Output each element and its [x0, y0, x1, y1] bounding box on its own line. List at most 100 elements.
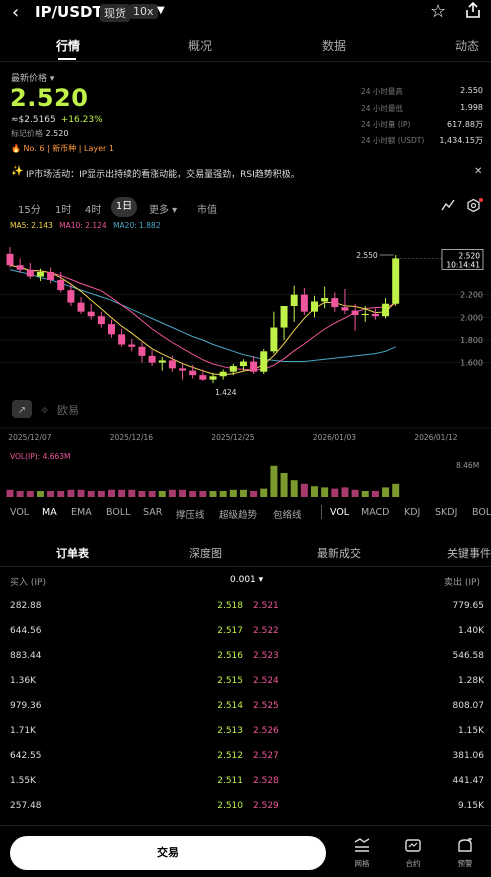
- ind-supertrend[interactable]: 超级趋势: [219, 510, 258, 521]
- ind-boll-sub[interactable]: BOLL: [472, 507, 491, 518]
- ind-vol[interactable]: VOL: [10, 507, 30, 518]
- ask-quantity: 808.07: [452, 701, 485, 711]
- ind-skdj[interactable]: SKDJ: [435, 507, 458, 518]
- usd-price: ≈$2.5165: [11, 115, 56, 125]
- book-row[interactable]: 644.56 2.517 2.522 1.40K: [0, 626, 491, 651]
- divider: [321, 505, 322, 519]
- book-row[interactable]: 883.44 2.516 2.523 546.58: [0, 651, 491, 676]
- back-icon[interactable]: ‹: [12, 2, 20, 23]
- nav-alert[interactable]: 预警: [449, 837, 481, 869]
- bid-price: 2.510: [217, 801, 243, 811]
- tf-more[interactable]: 更多 ▾: [149, 205, 178, 216]
- notification-dot: [479, 198, 483, 202]
- ind-macd[interactable]: MACD: [361, 507, 390, 518]
- ask-quantity: 381.06: [452, 751, 485, 761]
- ind-vol-sub[interactable]: VOL: [330, 507, 350, 518]
- pair-title[interactable]: IP/USDT: [35, 3, 103, 21]
- activity-text[interactable]: IP市场活动：IP显示出持续的看涨动能，交易量强劲，RSI趋势积极。: [26, 170, 300, 180]
- tf-4h[interactable]: 4时: [85, 205, 102, 216]
- x-tick-label: 2025/12/16: [110, 433, 153, 442]
- ma5-value: MA5: 2.143: [10, 221, 53, 230]
- tab-events[interactable]: 关键事件: [447, 547, 491, 560]
- volume-bar: [361, 491, 369, 497]
- nav-contract[interactable]: 合约: [397, 838, 429, 869]
- market-badge: 现货: [100, 4, 130, 22]
- candle: [331, 292, 339, 312]
- divider: [0, 61, 491, 62]
- stat-low-label: 24 小时最低: [361, 104, 403, 113]
- ask-price: 2.522: [253, 626, 279, 636]
- book-row[interactable]: 1.71K 2.513 2.526 1.15K: [0, 726, 491, 751]
- book-row[interactable]: 642.55 2.512 2.527 381.06: [0, 751, 491, 776]
- tab-overview[interactable]: 概况: [188, 39, 213, 53]
- candle-body: [392, 258, 400, 304]
- tab-market[interactable]: 行情: [56, 39, 81, 53]
- svg-text:欧易: 欧易: [57, 404, 79, 417]
- share-icon[interactable]: [464, 1, 482, 23]
- last-price-label: 2.520: [459, 251, 481, 260]
- tab-trades[interactable]: 最新成交: [317, 547, 361, 560]
- candle: [168, 355, 176, 372]
- book-row[interactable]: 282.88 2.518 2.521 779.65: [0, 601, 491, 626]
- book-row[interactable]: 1.36K 2.515 2.524 1.28K: [0, 676, 491, 701]
- chart-style-icon[interactable]: [441, 199, 455, 214]
- ind-ma[interactable]: MA: [42, 507, 57, 518]
- ind-sar[interactable]: SAR: [143, 507, 163, 518]
- tab-order-book[interactable]: 订单表: [56, 547, 89, 560]
- tab-depth[interactable]: 深度图: [189, 547, 222, 560]
- last-price-label[interactable]: 最新价格 ▾: [11, 74, 55, 84]
- volume-chart: [6, 465, 400, 497]
- ind-ema[interactable]: EMA: [71, 507, 92, 518]
- candle-body: [382, 303, 390, 317]
- candle: [57, 272, 65, 293]
- caret-down-icon[interactable]: ▼: [157, 5, 165, 16]
- volume-bar: [118, 489, 126, 497]
- mark-price: 2.520: [45, 129, 69, 138]
- tab-news[interactable]: 动态: [455, 39, 480, 53]
- candle: [290, 285, 298, 322]
- ind-sr-line[interactable]: 撑压线: [176, 510, 205, 521]
- precision-select[interactable]: 0.001 ▾: [230, 575, 264, 585]
- ind-boll[interactable]: BOLL: [106, 507, 131, 518]
- low-annotation: 1.424: [215, 388, 237, 397]
- tf-1h[interactable]: 1时: [55, 205, 72, 216]
- volume-bar: [290, 480, 298, 497]
- candle-body: [158, 360, 166, 363]
- volume-bar: [77, 489, 85, 497]
- tag-rank[interactable]: No. 6: [23, 144, 45, 153]
- candle: [6, 247, 14, 268]
- volume-bar: [300, 483, 308, 497]
- ask-price: 2.523: [253, 651, 279, 661]
- tf-market-cap[interactable]: 市值: [197, 205, 217, 216]
- volume-bar: [280, 473, 288, 497]
- close-icon[interactable]: ✕: [474, 166, 483, 177]
- bottom-bar: [0, 825, 491, 877]
- candle-body: [341, 307, 349, 311]
- candle-body: [108, 324, 115, 335]
- x-tick-label: 2026/01/12: [414, 433, 457, 442]
- candle-body: [168, 360, 176, 369]
- tab-data[interactable]: 数据: [322, 39, 347, 53]
- candles: [6, 247, 400, 384]
- bid-quantity: 1.55K: [10, 776, 36, 786]
- favorite-star-icon[interactable]: ☆: [430, 1, 447, 22]
- nav-grid[interactable]: 网格: [346, 838, 378, 869]
- ind-kdj[interactable]: KDJ: [404, 507, 421, 518]
- candle-body: [239, 361, 247, 367]
- ind-envelope[interactable]: 包络线: [273, 510, 302, 521]
- bid-price: 2.514: [217, 701, 243, 711]
- trade-button[interactable]: 交易: [10, 836, 326, 870]
- tag-new[interactable]: 新币种: [52, 144, 77, 153]
- leverage-badge: 10x: [129, 4, 158, 19]
- candle-body: [371, 313, 379, 317]
- book-row[interactable]: 979.36 2.514 2.525 808.07: [0, 701, 491, 726]
- volume-bar: [108, 489, 115, 497]
- stat-amount-value: 1,434.15万: [439, 136, 483, 145]
- candlestick-chart[interactable]: 2.200 2.000 1.800 1.600 2025/12/07 2025/12/16…: [0, 228, 491, 443]
- tf-15m[interactable]: 15分: [18, 205, 41, 216]
- tf-1d[interactable]: 1日: [111, 197, 137, 217]
- book-row[interactable]: 257.48 2.510 2.529 9.15K: [0, 801, 491, 826]
- book-row[interactable]: 1.55K 2.511 2.528 441.47: [0, 776, 491, 801]
- tag-layer[interactable]: Layer 1: [84, 144, 114, 153]
- chart-settings-icon[interactable]: [467, 198, 480, 215]
